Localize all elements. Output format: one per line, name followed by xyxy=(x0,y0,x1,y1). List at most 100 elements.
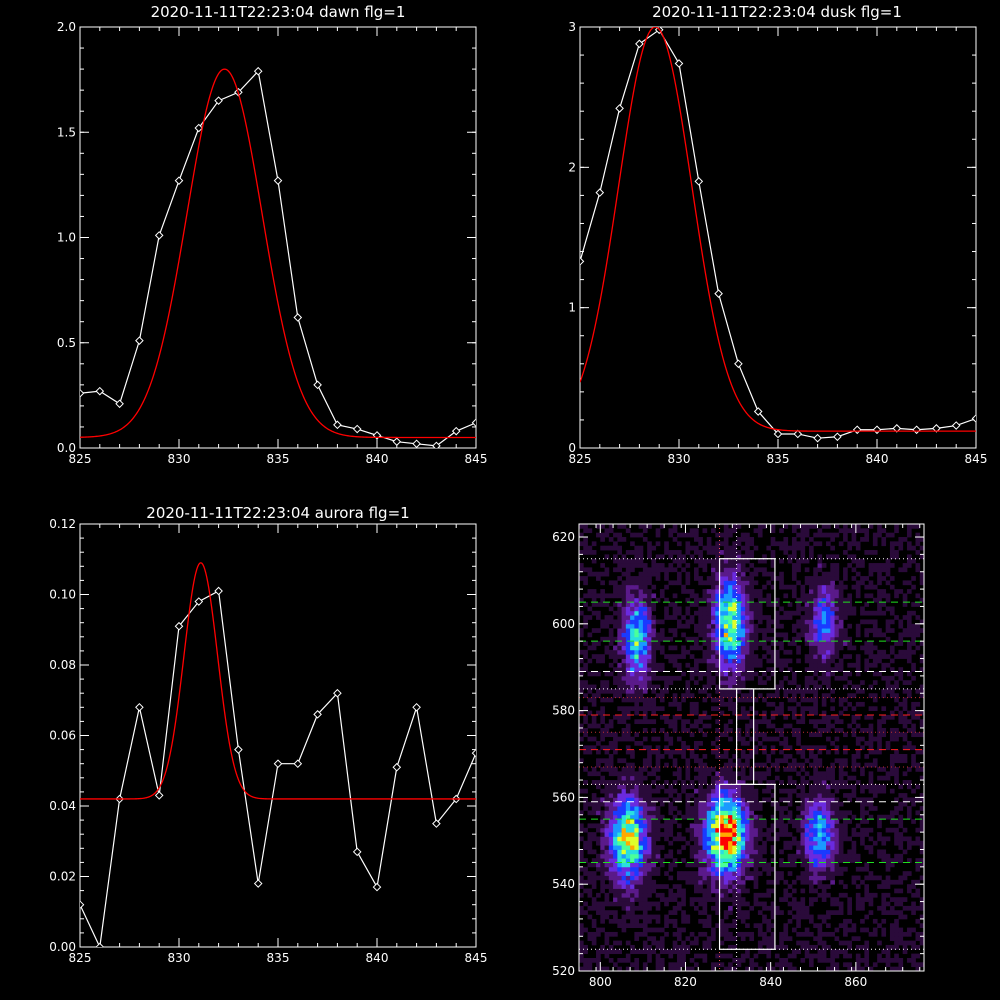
heatmap-cell xyxy=(634,871,640,876)
heatmap-cell xyxy=(885,862,891,868)
heatmap-cell xyxy=(906,905,912,911)
heatmap-cell xyxy=(821,775,827,781)
heatmap-cell xyxy=(728,905,733,911)
heatmap-cell xyxy=(736,623,742,629)
heatmap-cell xyxy=(906,649,912,655)
heatmap-cell xyxy=(753,819,759,824)
heatmap-cell xyxy=(583,580,588,586)
heatmap-cell xyxy=(634,667,640,672)
heatmap-cell xyxy=(642,775,648,781)
heatmap-cell xyxy=(719,641,725,646)
heatmap-cell xyxy=(740,897,746,902)
heatmap-cell xyxy=(608,862,614,868)
heatmap-cell xyxy=(689,593,695,599)
heatmap-cell xyxy=(621,788,627,794)
heatmap-cell xyxy=(864,662,870,668)
heatmap-cell xyxy=(902,793,908,798)
heatmap-cell xyxy=(698,771,703,777)
heatmap-cell xyxy=(630,788,635,794)
heatmap-cell xyxy=(596,571,601,577)
heatmap-cell xyxy=(613,845,618,850)
heatmap-cell xyxy=(681,697,686,703)
heatmap-cell xyxy=(715,554,720,560)
heatmap-cell xyxy=(676,606,682,612)
heatmap-cell xyxy=(719,662,725,668)
heatmap-cell xyxy=(817,602,823,607)
heatmap-cell xyxy=(749,584,755,590)
heatmap-cell xyxy=(830,610,835,616)
heatmap-cell xyxy=(672,780,678,785)
heatmap-cell xyxy=(694,641,699,646)
heatmap-cell xyxy=(711,767,716,772)
heatmap-cell xyxy=(664,788,669,794)
heatmap-cell xyxy=(749,606,755,612)
heatmap-cell xyxy=(728,936,733,942)
heatmap-cell xyxy=(736,606,742,612)
heatmap-cell xyxy=(668,701,674,707)
heatmap-cell xyxy=(906,623,912,629)
heatmap-cell xyxy=(647,628,652,633)
heatmap-cell xyxy=(809,636,814,642)
heatmap-cell xyxy=(868,714,874,720)
heatmap-cell xyxy=(676,623,682,629)
heatmap-cell xyxy=(728,853,733,859)
heatmap-cell xyxy=(740,680,746,685)
aurora-data-point xyxy=(135,702,144,712)
heatmap-cell xyxy=(817,927,823,933)
heatmap-cell xyxy=(668,602,674,607)
heatmap-cell xyxy=(625,623,631,629)
heatmap-cell xyxy=(817,719,823,725)
heatmap-cell xyxy=(826,892,831,898)
heatmap-cell xyxy=(655,554,661,560)
heatmap-cell xyxy=(740,784,746,790)
heatmap-cell xyxy=(638,584,644,590)
heatmap-cell xyxy=(642,610,648,616)
heatmap-cell xyxy=(826,884,831,889)
heatmap-cell xyxy=(647,632,652,638)
heatmap-cell xyxy=(740,706,746,712)
heatmap-cell xyxy=(647,944,652,950)
heatmap-cell xyxy=(634,875,640,881)
heatmap-cell xyxy=(864,628,870,633)
heatmap-cell xyxy=(851,840,857,846)
heatmap-cell xyxy=(770,940,776,946)
heatmap-cell xyxy=(694,840,699,846)
heatmap-cell xyxy=(736,823,742,829)
heatmap-cell xyxy=(621,840,627,846)
heatmap-cell xyxy=(621,905,627,911)
heatmap-cell xyxy=(634,597,640,603)
heatmap-cell xyxy=(617,563,622,568)
heatmap-cell xyxy=(711,927,716,933)
heatmap-cell xyxy=(672,892,678,898)
heatmap-cell xyxy=(877,823,882,829)
heatmap-cell xyxy=(613,888,618,894)
heatmap-cell xyxy=(809,719,814,725)
heatmap-cell xyxy=(621,957,627,963)
heatmap-cell xyxy=(889,771,895,777)
heatmap-cell xyxy=(583,827,588,833)
heatmap-cell xyxy=(732,801,737,807)
heatmap-cell xyxy=(651,949,657,955)
heatmap-cell xyxy=(715,623,720,629)
heatmap-cell xyxy=(830,806,835,811)
heatmap-cell xyxy=(791,710,797,716)
heatmap-cell xyxy=(885,688,891,694)
heatmap-cell xyxy=(809,836,814,842)
heatmap-cell xyxy=(881,905,887,911)
heatmap-cell xyxy=(689,615,695,620)
heatmap-cell xyxy=(732,879,737,885)
heatmap-cell xyxy=(715,814,720,820)
heatmap-cell xyxy=(906,615,912,620)
heatmap-cell xyxy=(591,862,597,868)
heatmap-cell xyxy=(651,797,657,803)
heatmap-cell xyxy=(915,862,921,868)
heatmap-cell xyxy=(919,862,924,868)
heatmap-cell xyxy=(757,836,763,842)
heatmap-cell xyxy=(830,654,835,659)
heatmap-cell xyxy=(676,888,682,894)
heatmap-cell xyxy=(770,879,776,885)
heatmap-cell xyxy=(668,953,674,959)
heatmap-cell xyxy=(821,823,827,829)
heatmap-cell xyxy=(740,589,746,594)
heatmap-cell xyxy=(655,749,661,755)
